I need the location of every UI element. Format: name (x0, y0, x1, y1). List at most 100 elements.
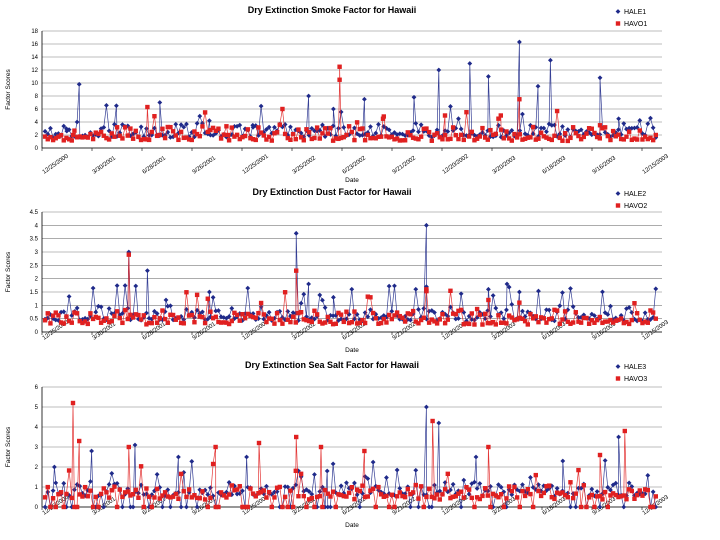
data-point (128, 493, 133, 498)
data-point (325, 504, 331, 510)
data-point (253, 137, 258, 143)
data-point (522, 136, 528, 142)
data-point (621, 320, 626, 326)
x-tick-label: 9/16/2003 (592, 155, 618, 176)
data-point (120, 504, 125, 510)
data-point (213, 504, 218, 510)
data-point (170, 494, 176, 499)
data-point (330, 123, 336, 129)
data-point (288, 319, 293, 325)
data-point (624, 319, 629, 325)
data-point (477, 496, 482, 502)
data-point (234, 491, 240, 497)
data-point (74, 119, 80, 125)
data-point (634, 492, 640, 498)
data-point (309, 491, 315, 497)
data-point (549, 316, 554, 321)
data-point (541, 125, 547, 131)
data-point (597, 75, 603, 81)
data-point (498, 127, 504, 132)
data-point (173, 317, 178, 322)
data-point (597, 314, 602, 320)
data-point (416, 137, 421, 142)
data-point (528, 475, 533, 480)
data-point (448, 495, 453, 501)
data-point (125, 489, 130, 494)
data-point (488, 134, 493, 140)
data-point (168, 495, 173, 500)
data-point (434, 131, 440, 136)
data-point (368, 135, 373, 141)
data-point (109, 488, 114, 493)
data-point (120, 320, 125, 326)
data-point (120, 494, 125, 500)
data-point (338, 312, 344, 317)
data-point (242, 504, 248, 510)
data-point (218, 136, 224, 141)
data-point (605, 484, 611, 490)
data-point (469, 311, 474, 316)
data-point (410, 490, 416, 495)
data-point (336, 310, 341, 316)
data-point (232, 483, 237, 489)
data-point (274, 310, 280, 316)
data-point (616, 127, 621, 133)
data-point (322, 487, 328, 493)
data-point (466, 487, 472, 492)
data-point (293, 230, 299, 236)
data-point (56, 134, 61, 139)
data-point (272, 495, 277, 500)
data-point (621, 493, 626, 498)
data-point (157, 132, 162, 138)
data-point (210, 295, 216, 300)
data-point (144, 491, 149, 497)
data-point (536, 136, 541, 141)
data-point (290, 314, 296, 319)
data-point (533, 137, 538, 142)
data-point (473, 454, 479, 460)
series-havo2 (42, 252, 658, 327)
data-point (576, 467, 581, 473)
data-point (114, 480, 120, 486)
data-point (229, 318, 234, 324)
data-point (349, 319, 354, 325)
data-point (64, 314, 69, 319)
data-point (253, 315, 258, 321)
data-point (269, 316, 274, 322)
data-point (400, 138, 405, 143)
data-point (50, 313, 56, 318)
y-tick-label: 2.5 (30, 263, 39, 269)
data-point (648, 504, 653, 510)
data-point (93, 504, 99, 510)
data-point (261, 488, 266, 493)
data-point (458, 291, 464, 297)
data-point (70, 132, 76, 138)
data-point (554, 108, 560, 114)
data-point (330, 138, 336, 143)
data-point (88, 131, 93, 137)
data-point (560, 458, 566, 464)
data-point (384, 320, 389, 325)
data-point (480, 125, 485, 131)
data-point (397, 490, 402, 495)
data-point (64, 128, 70, 134)
data-point (362, 320, 368, 326)
data-point (53, 480, 59, 486)
data-point (378, 489, 384, 495)
data-point (541, 490, 546, 496)
data-point (544, 307, 549, 313)
data-point (480, 311, 485, 317)
data-point (346, 490, 352, 496)
data-point (538, 315, 544, 320)
data-point (362, 138, 368, 143)
data-point (381, 114, 386, 119)
data-point (64, 504, 69, 510)
data-point (248, 486, 253, 491)
data-point (208, 127, 213, 133)
data-point (200, 124, 205, 129)
legend-label: HALE2 (624, 191, 646, 198)
y-tick-label: 2 (35, 277, 39, 283)
data-point (229, 125, 234, 130)
data-point (117, 315, 122, 321)
